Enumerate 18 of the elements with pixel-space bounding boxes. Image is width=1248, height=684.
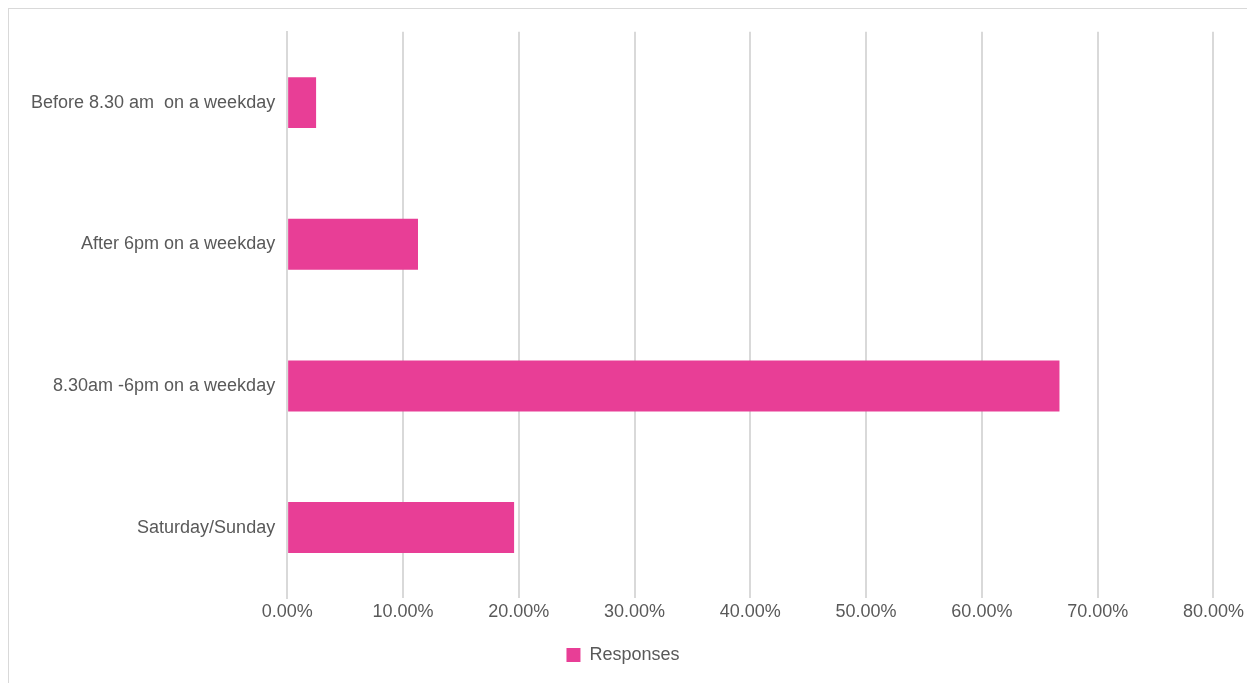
x-tick-label: 80.00% <box>1182 601 1245 622</box>
y-tick-label: Before 8.30 am on a weekday <box>31 91 276 112</box>
y-tick-label: Saturday/Sunday <box>137 516 276 537</box>
x-tick-label: 70.00% <box>1067 601 1129 622</box>
bar <box>288 77 317 129</box>
x-tick-label: 30.00% <box>603 601 666 622</box>
y-tick-label: 8.30am -6pm on a weekday <box>53 374 276 395</box>
bar <box>288 218 418 270</box>
bar <box>288 502 515 554</box>
y-tick-label: After 6pm on a weekday <box>81 233 276 254</box>
x-tick-label: 10.00% <box>372 601 434 622</box>
x-tick-label: 60.00% <box>951 601 1013 622</box>
x-tick-label: 40.00% <box>719 601 781 622</box>
x-tick-label: 20.00% <box>488 601 550 622</box>
bar <box>288 360 1060 412</box>
x-tick-label: 0.00% <box>261 601 313 622</box>
legend-label: Responses <box>589 643 680 664</box>
x-tick-label: 50.00% <box>835 601 897 622</box>
